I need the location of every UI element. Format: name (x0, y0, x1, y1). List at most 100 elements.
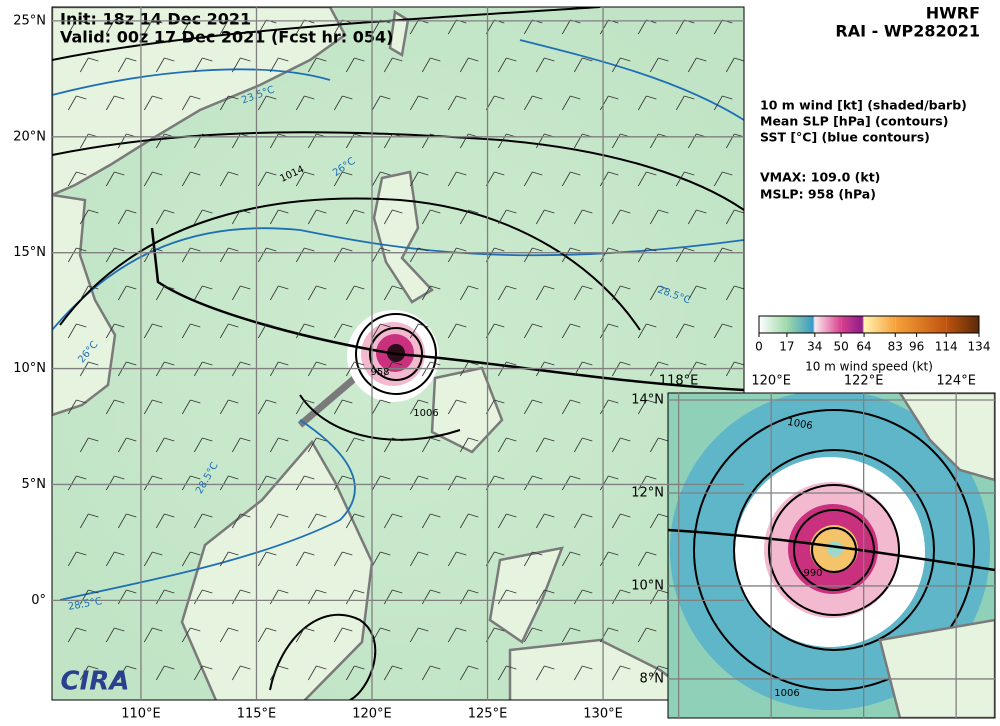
wind-barb (257, 627, 277, 643)
wind-barb (219, 247, 239, 263)
wind-barb (725, 209, 744, 225)
wind-barb (497, 437, 517, 453)
wind-barb (421, 665, 441, 681)
wind-barb (67, 475, 87, 491)
wind-barb (383, 209, 403, 225)
contour-label: 1006 (774, 688, 799, 699)
wind-barb (345, 285, 365, 301)
wind-barb (105, 171, 125, 187)
wind-barb (181, 323, 201, 339)
inset-frame (667, 392, 996, 719)
wind-barb (447, 323, 467, 339)
wind-barb (269, 57, 289, 73)
wind-barb (459, 589, 479, 605)
wind-barb (713, 323, 733, 339)
wind-barb (573, 665, 593, 681)
wind-barb (181, 551, 201, 567)
wind-barb (79, 57, 99, 73)
wind-barb (143, 95, 163, 111)
wind-barb (383, 665, 403, 681)
wind-barb (713, 247, 733, 263)
wind-barb (79, 209, 99, 225)
y-tick-label: 12°N (631, 485, 664, 500)
wind-barb (599, 475, 619, 491)
wind-barb (713, 95, 733, 111)
colorbar-tick-label: 0 (755, 340, 763, 354)
wind-barb (117, 589, 137, 605)
wind-barb (637, 247, 657, 263)
wind-barb (687, 285, 707, 301)
wind-barb (421, 209, 441, 225)
wind-barb (307, 209, 327, 225)
wind-barb (345, 589, 365, 605)
wind-barb (675, 323, 695, 339)
wind-barb (409, 627, 429, 643)
wind-barb (535, 209, 555, 225)
vmax: VMAX: 109.0 (kt) (760, 170, 880, 185)
wind-barb (611, 285, 631, 301)
x-tick-label: 124°E (936, 374, 976, 389)
colorbar-tick-label: 17 (779, 340, 794, 354)
wind-barb (637, 551, 657, 567)
wind-barb (371, 399, 391, 415)
wind-barb (535, 589, 555, 605)
contour-label: 990 (803, 568, 822, 579)
wind-barb (611, 513, 631, 529)
x-tick-label: 130°E (583, 707, 623, 722)
wind-barb (181, 171, 201, 187)
wind-barb (725, 285, 744, 301)
wind-barb (421, 589, 441, 605)
x-tick-label: 120°E (751, 374, 791, 389)
wind-barb (143, 323, 163, 339)
wind-barb (307, 57, 327, 73)
wind-barb (155, 437, 175, 453)
wind-barb (231, 209, 251, 225)
wind-barb (599, 551, 619, 567)
wind-barb (345, 437, 365, 453)
wind-barb (79, 437, 99, 453)
wind-barb (105, 399, 125, 415)
wind-barb (637, 171, 657, 187)
wind-barb (599, 399, 619, 415)
wind-barb (383, 285, 403, 301)
wind-barb (611, 209, 631, 225)
wind-barb (155, 589, 175, 605)
model-name: HWRF (926, 4, 980, 23)
wind-barb (459, 209, 479, 225)
wind-barb (257, 171, 277, 187)
main-map (52, 7, 744, 700)
wind-barb (637, 399, 657, 415)
land-borneo (180, 439, 374, 700)
wind-barb (257, 399, 277, 415)
colorbar-tick-label: 96 (909, 340, 924, 354)
wind-barb (561, 627, 581, 643)
wind-barb (193, 285, 213, 301)
y-tick-label: 8°N (640, 671, 665, 686)
wind-barb (181, 627, 201, 643)
wind-barb (117, 209, 137, 225)
wind-barb (637, 323, 657, 339)
land-luzon (372, 170, 434, 304)
wind-barb (421, 437, 441, 453)
wind-barb (79, 513, 99, 529)
wind-barb (345, 665, 365, 681)
wind-barb (409, 171, 429, 187)
wind-barb (371, 171, 391, 187)
wind-barb (295, 95, 315, 111)
x-tick-label: 115°E (237, 707, 277, 722)
wind-barb (295, 171, 315, 187)
wind-barb (117, 665, 137, 681)
wind-barb (269, 589, 289, 605)
wind-barb (181, 247, 201, 263)
wind-barb (421, 513, 441, 529)
wind-barb (79, 589, 99, 605)
wind-barb (155, 57, 175, 73)
colorbar-segment (786, 316, 814, 333)
wind-barb (573, 57, 593, 73)
wind-barb (687, 57, 707, 73)
storm-track (668, 528, 995, 572)
wind-barbs (67, 19, 744, 681)
y-tick-label: 10°N (13, 361, 46, 376)
wind-barb (573, 589, 593, 605)
